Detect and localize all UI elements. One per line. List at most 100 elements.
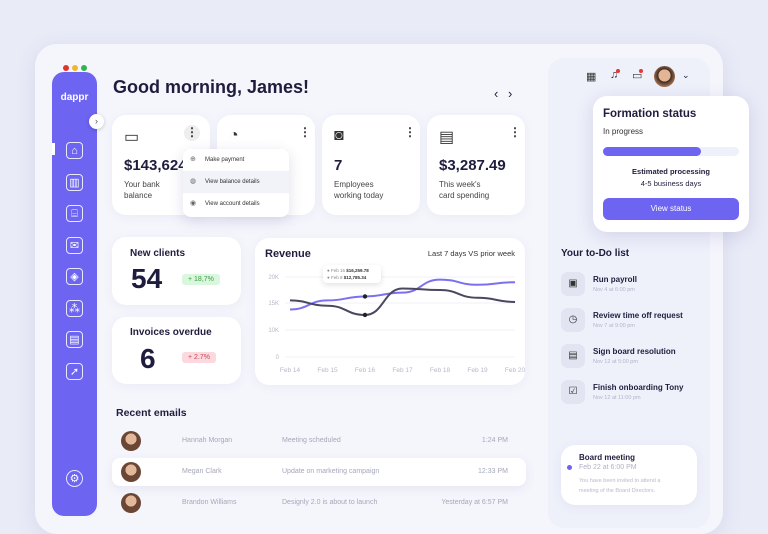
series-line-0	[289, 278, 516, 311]
todo-item[interactable]: ▤ Sign board resolution Nov 12 at 5:00 pm	[561, 342, 701, 370]
avatar	[121, 431, 141, 451]
event-dot	[567, 465, 572, 470]
home-icon[interactable]: ⌂	[66, 142, 83, 159]
prev-button[interactable]: ‹	[494, 86, 499, 101]
meeting-desc: meeting of the Board Directors.	[579, 488, 656, 494]
email-sender: Megan Clark	[182, 468, 222, 475]
clipboard-icon: ▣	[561, 272, 585, 296]
menu-item-make-payment[interactable]: ⊕ Make payment	[183, 149, 289, 171]
stat-label: Employees working today	[334, 180, 384, 200]
x-tick-label: Feb 15	[317, 367, 338, 374]
maximize-dot[interactable]	[81, 65, 87, 71]
series-line-1	[289, 287, 516, 316]
invoices-value: 6	[140, 343, 156, 374]
new-clients-card: New clients 54 + 18,7%	[112, 237, 241, 305]
y-tick-label: 10K	[268, 328, 279, 334]
pie-chart-icon: ◔	[229, 127, 239, 144]
clipboard-check-icon: ☑	[561, 380, 585, 404]
chart-subtitle[interactable]: Last 7 days VS prior week	[427, 249, 515, 258]
clipboard-icon: ▤	[561, 344, 585, 368]
bell-icon[interactable]: ♫	[610, 69, 621, 81]
shield-icon[interactable]: ◈	[66, 268, 83, 285]
wallet-icon: ▭	[124, 129, 140, 146]
menu-item-view-account[interactable]: ◉ View account details	[183, 193, 289, 215]
document-icon[interactable]: ▤	[66, 331, 83, 348]
stat-label: This week's card spending	[439, 180, 490, 200]
view-status-button[interactable]: View status	[603, 198, 739, 220]
todo-title: Sign board resolution	[593, 347, 676, 356]
meeting-desc: You have been invited to attend a	[579, 478, 661, 484]
gear-icon[interactable]: ⚙	[66, 470, 83, 487]
minimize-dot[interactable]	[72, 65, 78, 71]
progress-bar	[603, 147, 739, 156]
more-options-button[interactable]: ⋮	[509, 125, 521, 139]
stat-label: Your bank balance	[124, 180, 160, 200]
eye-icon: ◉	[190, 200, 197, 207]
user-avatar[interactable]	[654, 66, 675, 87]
email-sender: Hannah Morgan	[182, 437, 233, 444]
chart-icon[interactable]: ▥	[66, 173, 83, 191]
todo-item[interactable]: ▣ Run payroll Nov 4 at 6:00 pm	[561, 270, 701, 298]
chat-icon[interactable]: ▭	[632, 69, 644, 82]
todo-title: Run payroll	[593, 275, 638, 284]
stat-value: $143,624	[124, 157, 187, 174]
calendar-icon[interactable]: ▦	[586, 71, 597, 83]
x-tick-label: Feb 17	[392, 367, 413, 374]
formation-status-card: Formation status In progress Estimated p…	[593, 96, 749, 232]
avatar	[121, 462, 141, 482]
x-tick-label: Feb 18	[430, 367, 451, 374]
sidebar-expand-button[interactable]: ›	[89, 114, 104, 129]
invoices-overdue-card: Invoices overdue 6 + 2.7%	[112, 317, 241, 384]
payment-icon: ⊕	[190, 156, 196, 163]
more-options-button[interactable]: ⋮	[404, 125, 416, 139]
todo-date: Nov 4 at 6:00 pm	[593, 287, 635, 293]
recent-emails-title: Recent emails	[116, 407, 187, 419]
y-tick-label: 20K	[268, 275, 279, 281]
todo-title: Your to-Do list	[561, 248, 630, 259]
new-clients-value: 54	[131, 263, 163, 294]
board-meeting-card[interactable]: Board meeting Feb 22 at 6:00 PM You have…	[561, 445, 697, 505]
bank-icon[interactable]: ⌸	[66, 205, 83, 222]
more-options-button[interactable]: ⋮	[299, 125, 311, 139]
email-subject: Update on marketing campaign	[282, 468, 380, 475]
est-title: Estimated processing	[632, 167, 710, 176]
data-point[interactable]	[362, 294, 368, 299]
rocket-icon[interactable]: ➚	[66, 362, 83, 380]
todo-item[interactable]: ◷ Review time off request Nov 7 at 9:00 p…	[561, 306, 701, 334]
todo-item[interactable]: ☑ Finish onboarding Tony Nov 12 at 11:00 …	[561, 378, 701, 406]
card-icon: ▤	[439, 129, 455, 146]
data-point[interactable]	[362, 312, 368, 318]
team-icon[interactable]: ⁂	[66, 299, 83, 317]
menu-item-view-balance[interactable]: ◍ View balance details	[183, 171, 289, 193]
todo-date: Nov 7 at 9:00 pm	[593, 323, 635, 329]
stat-card: ◙ ⋮ 7 Employees working today	[322, 115, 420, 215]
x-tick-label: Feb 14	[280, 367, 301, 374]
email-row[interactable]: Brandon Williams Designly 2.0 is about t…	[112, 489, 526, 517]
todo-date: Nov 12 at 11:00 pm	[593, 395, 641, 401]
email-row[interactable]: Megan Clark Update on marketing campaign…	[112, 458, 526, 486]
close-dot[interactable]	[63, 65, 69, 71]
email-time: Yesterday at 6:57 PM	[441, 499, 508, 506]
stat-card: ▤ ⋮ $3,287.49 This week's card spending	[427, 115, 525, 215]
x-tick-label: Feb 20	[505, 367, 525, 374]
x-tick-label: Feb 19	[467, 367, 488, 374]
chart-tooltip: ● Feb 15 $16,259.78 ● Feb 8 $12,785.34	[323, 265, 381, 283]
stat-card: ▭ ⋮ $143,624 Your bank balance	[112, 115, 210, 215]
page-title: Good morning, James!	[113, 77, 310, 97]
employee-badge-icon: ◙	[334, 127, 344, 144]
todo-title: Finish onboarding Tony	[593, 383, 684, 392]
email-sender: Brandon Williams	[182, 499, 237, 506]
next-button[interactable]: ›	[508, 86, 513, 101]
email-time: 12:33 PM	[478, 468, 508, 475]
email-subject: Meeting scheduled	[282, 437, 341, 444]
mail-icon[interactable]: ✉	[66, 236, 83, 254]
active-indicator	[52, 143, 55, 155]
formation-status: In progress	[603, 127, 644, 136]
chevron-down-icon[interactable]: ⌄	[682, 70, 690, 80]
more-options-button[interactable]: ⋮	[184, 125, 200, 141]
card-title: Invoices overdue	[130, 327, 212, 338]
chart-title: Revenue	[265, 248, 311, 260]
email-row[interactable]: Hannah Morgan Meeting scheduled 1:24 PM	[112, 427, 526, 455]
meeting-date: Feb 22 at 6:00 PM	[579, 464, 637, 471]
email-subject: Designly 2.0 is about to launch	[282, 499, 378, 506]
